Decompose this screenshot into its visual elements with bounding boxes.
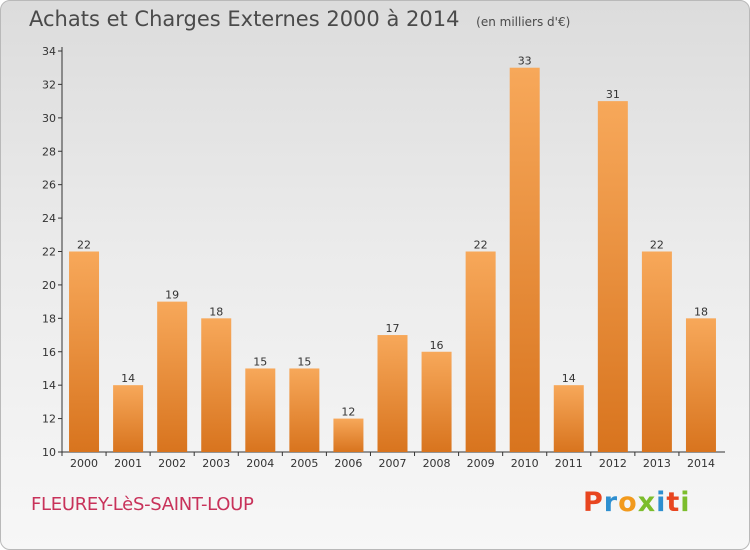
x-tick-label: 2001 xyxy=(114,457,142,470)
y-tick-label: 30 xyxy=(42,112,56,125)
data-label: 22 xyxy=(474,239,488,252)
data-label: 17 xyxy=(386,322,400,335)
x-tick-label: 2004 xyxy=(246,457,274,470)
chart-title: Achats et Charges Externes 2000 à 2014 xyxy=(29,7,460,31)
bars-group: 22 14 19 18 15 15 12 17 16 22 33 14 31 22 18 xyxy=(69,55,716,452)
bar xyxy=(553,385,584,452)
x-tick-label: 2009 xyxy=(467,457,495,470)
data-label: 14 xyxy=(121,372,135,385)
logo-letter: r xyxy=(603,487,619,518)
bar xyxy=(421,351,452,452)
logo-letter: o xyxy=(618,487,638,518)
y-tick-label: 26 xyxy=(42,179,56,192)
chart-subtitle: (en milliers d'€) xyxy=(476,15,571,29)
x-tick-label: 2002 xyxy=(158,457,186,470)
bar xyxy=(157,301,188,452)
y-tick-label: 28 xyxy=(42,145,56,158)
bar xyxy=(333,418,364,452)
bar xyxy=(597,101,628,452)
bar xyxy=(465,251,496,452)
x-tick-label: 2007 xyxy=(379,457,407,470)
data-label: 15 xyxy=(297,355,311,368)
x-tick-label: 2000 xyxy=(70,457,98,470)
y-tick-label: 10 xyxy=(42,446,56,459)
y-tick-label: 20 xyxy=(42,279,56,292)
y-tick-label: 12 xyxy=(42,413,56,426)
bar xyxy=(641,251,672,452)
bar xyxy=(113,385,144,452)
x-tick-label: 2003 xyxy=(202,457,230,470)
data-label: 18 xyxy=(694,305,708,318)
x-tick-label: 2006 xyxy=(334,457,362,470)
bar xyxy=(377,335,408,452)
data-label: 14 xyxy=(562,372,576,385)
x-tick-label: 2014 xyxy=(687,457,715,470)
x-tick-label: 2012 xyxy=(599,457,627,470)
x-tick-label: 2005 xyxy=(290,457,318,470)
data-label: 18 xyxy=(209,305,223,318)
y-tick-label: 34 xyxy=(42,45,56,58)
chart-title-block: Achats et Charges Externes 2000 à 2014 (… xyxy=(29,7,570,31)
bar xyxy=(289,368,320,452)
x-axis: 2000 2001 2002 2003 2004 2005 2006 2007 2008 2009… xyxy=(61,451,725,470)
y-axis: 10 12 14 16 18 20 22 24 26 28 30 32 34 xyxy=(42,45,63,459)
y-tick-label: 16 xyxy=(42,346,56,359)
logo-letter: t xyxy=(666,487,681,518)
y-tick-label: 22 xyxy=(42,246,56,259)
data-label: 22 xyxy=(650,239,664,252)
x-tick-label: 2011 xyxy=(555,457,583,470)
proxiti-logo: Proxiti xyxy=(583,487,691,518)
x-tick-label: 2013 xyxy=(643,457,671,470)
data-label: 19 xyxy=(165,289,179,302)
x-tick-label: 2010 xyxy=(511,457,539,470)
logo-letter: x xyxy=(637,487,657,518)
data-label: 33 xyxy=(518,55,532,68)
logo-letter: i xyxy=(656,487,667,518)
data-label: 31 xyxy=(606,88,620,101)
x-tick-label: 2008 xyxy=(423,457,451,470)
y-tick-label: 24 xyxy=(42,212,56,225)
y-tick-label: 18 xyxy=(42,312,56,325)
bar xyxy=(509,67,540,452)
data-label: 22 xyxy=(77,239,91,252)
bar xyxy=(201,318,232,452)
data-label: 15 xyxy=(253,355,267,368)
logo-letter: i xyxy=(680,487,691,518)
bar xyxy=(685,318,716,452)
bar xyxy=(69,251,100,452)
bar xyxy=(245,368,276,452)
logo-letter: P xyxy=(583,487,604,518)
data-label: 12 xyxy=(341,406,355,419)
y-tick-label: 14 xyxy=(42,379,56,392)
town-name: FLEUREY-LèS-SAINT-LOUP xyxy=(31,494,254,515)
data-label: 16 xyxy=(430,339,444,352)
y-tick-label: 32 xyxy=(42,78,56,91)
